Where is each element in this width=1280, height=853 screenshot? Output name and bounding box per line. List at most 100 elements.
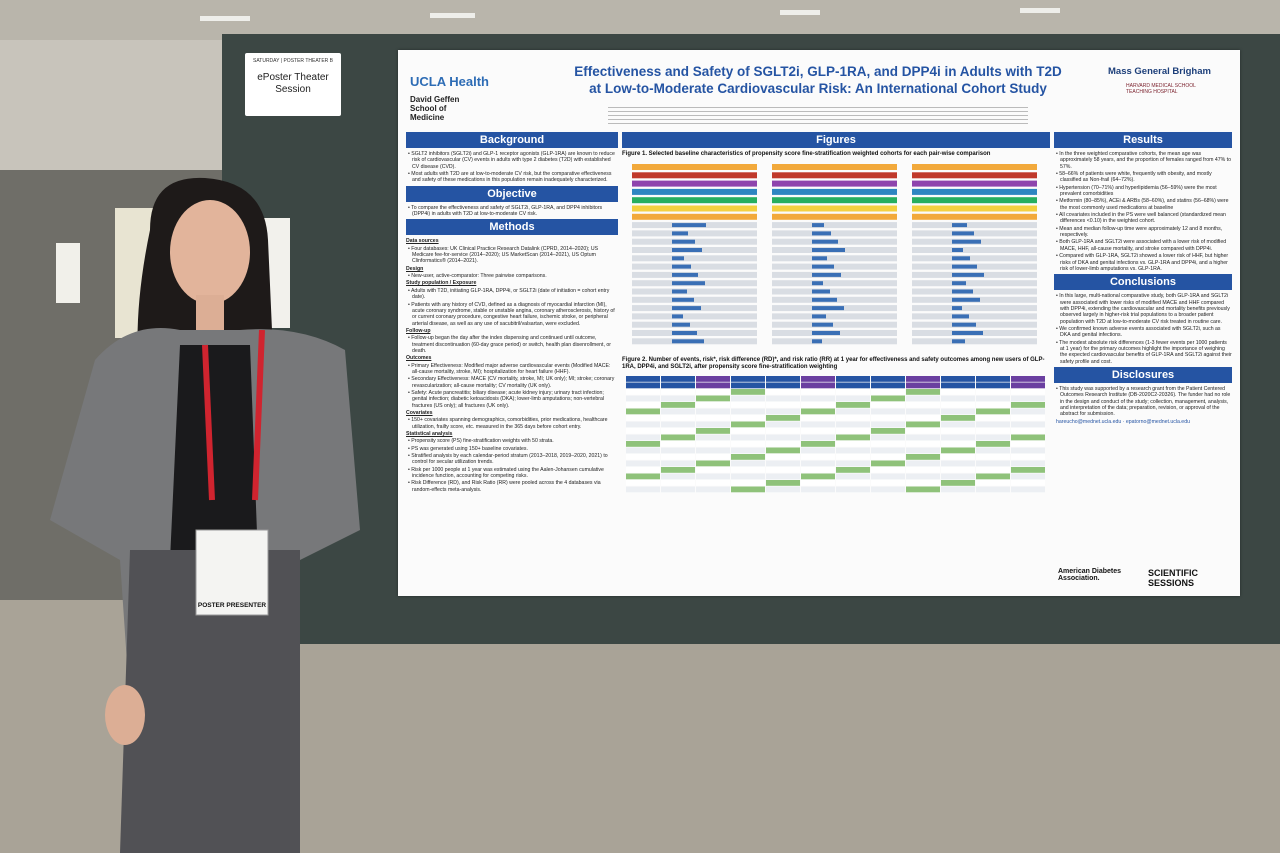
figure-graphic [941, 479, 975, 486]
figure-graphic [661, 408, 695, 414]
figure-graphic [731, 440, 765, 447]
poster-title: Effectiveness and Safety of SGLT2i, GLP-… [548, 64, 1088, 124]
figure-graphic [801, 466, 835, 473]
figure-graphic [731, 434, 765, 440]
figure-graphic [632, 255, 757, 262]
sign-header: SATURDAY | POSTER THEATER B [252, 58, 334, 64]
figure-graphic [941, 395, 975, 401]
figure-graphic [906, 382, 940, 388]
figure-graphic [696, 453, 730, 460]
figure-graphic [696, 479, 730, 486]
figure-graphic [836, 473, 870, 479]
figure-graphic [812, 339, 822, 344]
bullet: • To compare the effectiveness and safet… [408, 204, 603, 218]
section-heading: Objective [406, 185, 618, 202]
objective-section: Objective • To compare the effectiveness … [406, 185, 618, 218]
logo-school: David Geffen School of Medicine [410, 95, 460, 122]
face [170, 200, 250, 304]
figure-graphic [632, 263, 757, 270]
figure-graphic [731, 421, 765, 427]
figure-graphic [976, 388, 1010, 395]
figure-graphic [766, 401, 800, 408]
light [430, 13, 475, 18]
figure-graphic [1011, 434, 1045, 440]
figure-graphic [632, 180, 757, 187]
figure-graphic [1011, 421, 1045, 427]
figure-graphic [672, 331, 697, 336]
bullet: • Four databases: UK Clinical Practice R… [408, 245, 599, 265]
figure-graphic [836, 408, 870, 414]
light [780, 10, 820, 15]
bullet: • Mean and median follow-up time were ap… [1056, 225, 1223, 239]
figure-graphic [772, 338, 897, 345]
figure-graphic [731, 466, 765, 473]
left-column: Background • SGLT2 inhibitors (SGLT2i) an… [406, 130, 618, 494]
figure-graphic [626, 486, 660, 492]
figure-graphic [731, 473, 765, 479]
figure-graphic [626, 408, 660, 414]
figure-graphic [952, 306, 962, 311]
middle-column: Figures Figure 1. Selected baseline char… [622, 130, 1050, 499]
subheading: Study population / Exposure [406, 280, 477, 287]
figure-graphic [906, 486, 940, 492]
figure-graphic [801, 479, 835, 486]
figure-graphic [912, 205, 1037, 212]
bullet: • Risk per 1000 people at 1 year was est… [408, 466, 604, 480]
figure-graphic [836, 421, 870, 427]
figure-graphic [731, 414, 765, 421]
mgb-logo: Mass General Brigham HARVARD MEDICAL SCH… [1108, 66, 1233, 95]
figure-graphic [696, 486, 730, 492]
figure-graphic [952, 339, 965, 344]
methods-section: Methods Data sources • Four databases: UK … [406, 219, 618, 493]
figure-graphic [801, 427, 835, 434]
figure-graphic [952, 331, 983, 336]
figure-graphic [696, 434, 730, 440]
figure-graphic [912, 189, 1037, 196]
figure-graphic [696, 382, 730, 388]
figure-graphic [912, 230, 1037, 237]
figure-graphic [1011, 382, 1045, 388]
ceiling-lights [200, 8, 1060, 21]
figure-graphic [812, 256, 827, 261]
figure-graphic [661, 473, 695, 479]
figure-graphic [766, 414, 800, 421]
figure-graphic [812, 248, 845, 253]
bullet: • Hypertension (70–71%) and hyperlipidem… [1056, 184, 1217, 198]
figure-graphic [836, 486, 870, 492]
emails: hareucho@mednet.ucla.edu · epatorno@medn… [1056, 418, 1190, 425]
figure-graphic [906, 427, 940, 434]
figure-graphic [632, 213, 757, 220]
figure-graphic [912, 172, 1037, 179]
figure-graphic [906, 479, 940, 486]
figure-graphic [952, 239, 981, 244]
bullet: • PS was generated using 150+ baseline c… [408, 445, 528, 452]
figure-graphic [772, 189, 897, 196]
figure-graphic [976, 440, 1010, 447]
figure-graphic [766, 382, 800, 388]
figure-graphic [731, 479, 765, 486]
figure-graphic [626, 479, 660, 486]
figure-graphic [696, 375, 730, 382]
subheading: Statistical analysis [406, 431, 453, 438]
figure-graphic [632, 172, 757, 179]
figure-graphic [731, 486, 765, 492]
figure-graphic [731, 388, 765, 395]
figure-graphic [1011, 414, 1045, 421]
figure-graphic [941, 414, 975, 421]
bullet: • Metformin (80–85%), ACEi & ARBs (58–60… [1056, 198, 1229, 211]
figure-graphic [812, 264, 834, 269]
pants [120, 550, 300, 853]
figure-graphic [766, 408, 800, 414]
figure-graphic [871, 388, 905, 395]
figure-graphic [941, 447, 975, 453]
figure-graphic [626, 375, 660, 382]
figure-graphic [871, 395, 905, 401]
figure-graphic [836, 453, 870, 460]
figure-graphic [836, 388, 870, 395]
figure-graphic [672, 297, 694, 302]
figure-graphic [801, 440, 835, 447]
top [170, 345, 258, 560]
figure-graphic [952, 297, 980, 302]
figure-graphic [772, 263, 897, 270]
figure-graphic [836, 460, 870, 466]
